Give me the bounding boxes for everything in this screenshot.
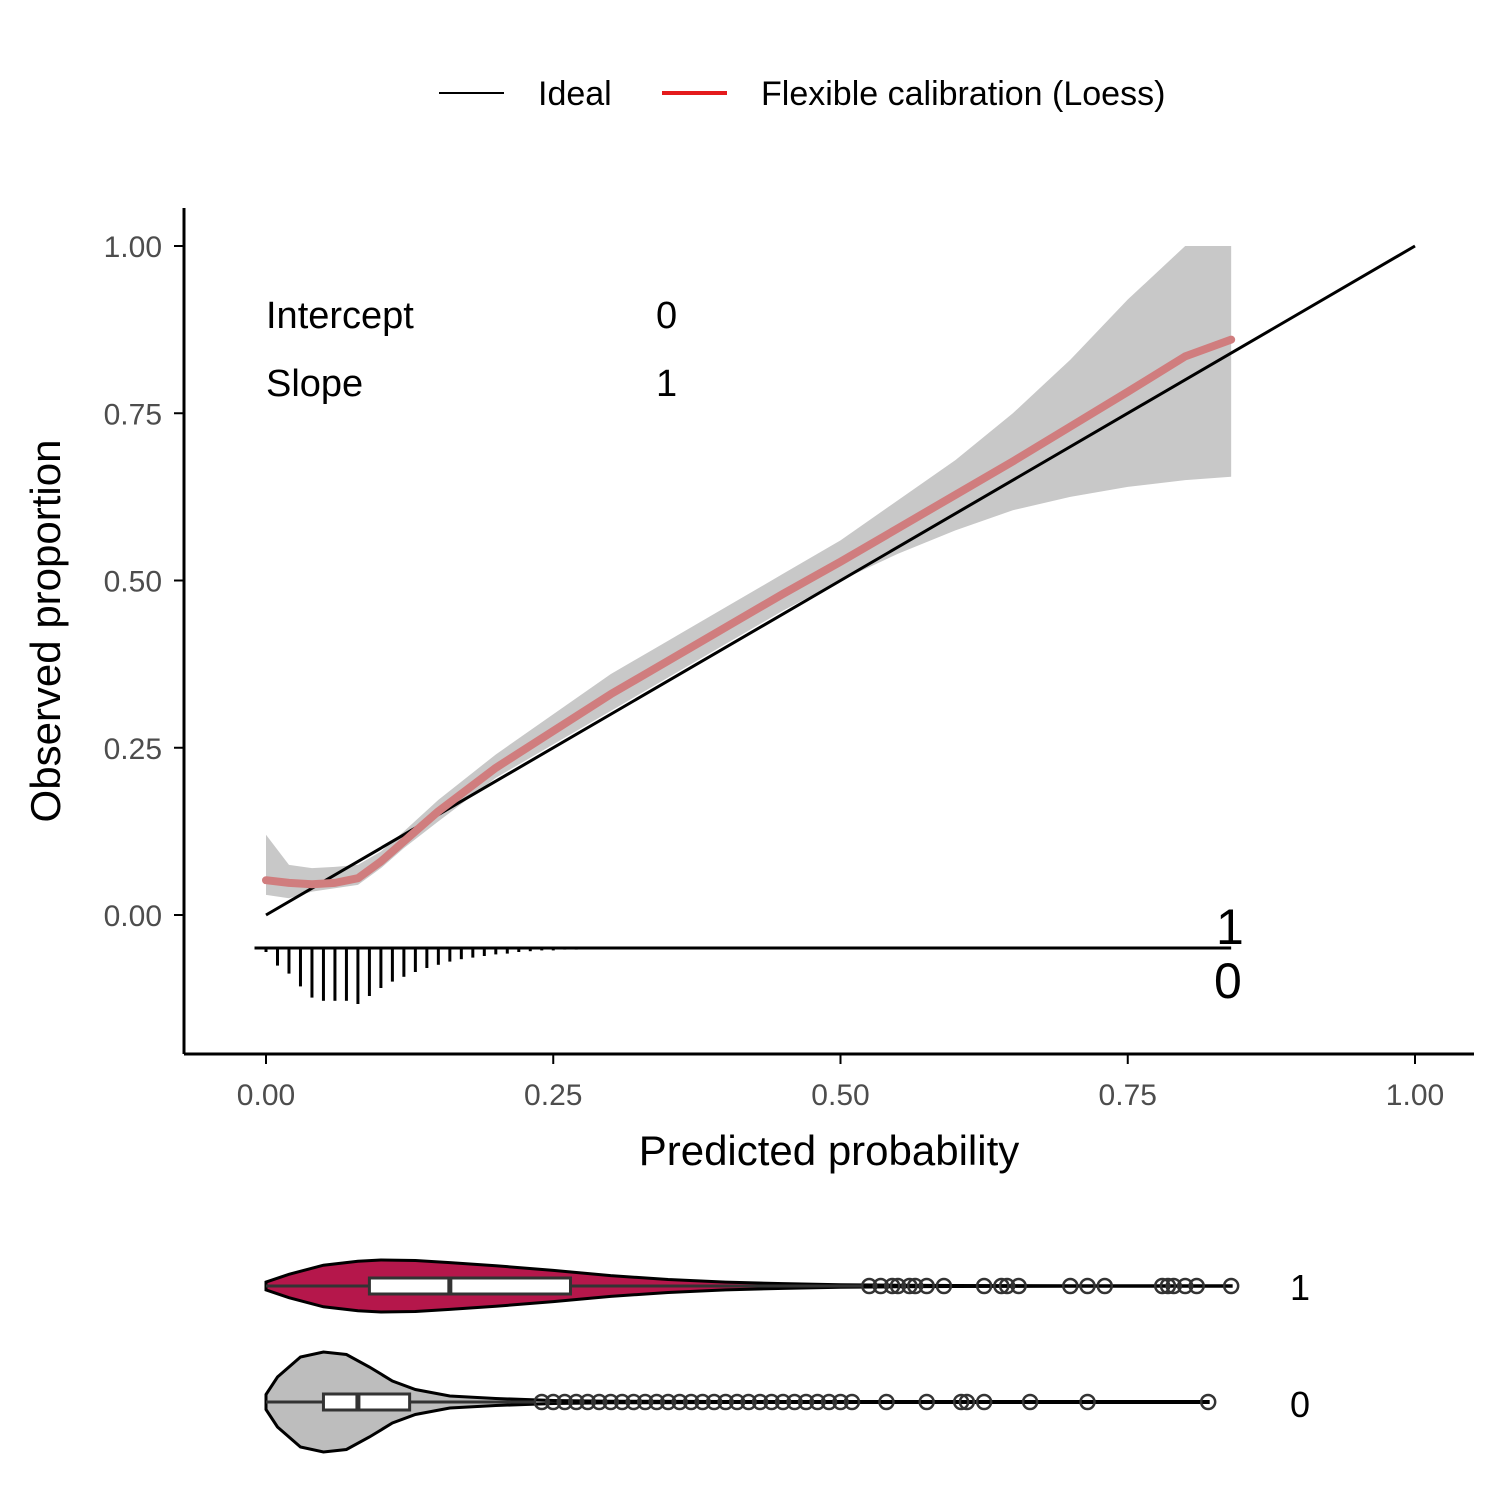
boxplot-outlier-point xyxy=(935,1277,953,1295)
boxplot-outlier-point xyxy=(648,1393,665,1411)
boxplot-outlier-point xyxy=(625,1393,642,1411)
y-tick-label: 0.75 xyxy=(104,398,162,431)
boxplot-outlier-point xyxy=(763,1393,780,1411)
boxplot-outlier-point xyxy=(998,1277,1016,1295)
boxplot-outlier-point xyxy=(786,1393,803,1411)
boxplot-outlier-point xyxy=(883,1277,901,1295)
boxplot-outlier-point xyxy=(1188,1277,1205,1295)
boxplot-outlier-point xyxy=(659,1393,677,1411)
boxplot-outlier-point xyxy=(1222,1277,1240,1295)
boxplot-outlier-point xyxy=(958,1393,976,1411)
boxplot-outlier-point xyxy=(774,1393,792,1411)
boxplot-outlier-point xyxy=(751,1393,769,1411)
boxplot-box xyxy=(367,1276,572,1296)
boxplot-outlier-point xyxy=(797,1393,815,1411)
boxplot-outlier-point xyxy=(1062,1277,1079,1295)
boxplot-outlier-point xyxy=(694,1393,711,1411)
boxplot-outlier-point xyxy=(906,1277,924,1295)
slope-value: 1 xyxy=(656,363,677,405)
boxplot-outlier-point xyxy=(1165,1277,1182,1295)
boxplot-outlier-point xyxy=(975,1277,993,1295)
boxplot-outlier-point xyxy=(705,1393,723,1411)
rug-histogram xyxy=(254,946,1232,1004)
boxplot-outlier-point xyxy=(1021,1393,1039,1411)
boxplot-outlier-point xyxy=(993,1277,1010,1295)
boxplot-outlier-point xyxy=(860,1277,878,1295)
violin-class-0 xyxy=(264,1350,1217,1454)
rug-label-outcome-1: 1 xyxy=(1216,899,1244,955)
boxplot-outlier-point xyxy=(918,1277,935,1295)
calibration-stats: Intercept 0 Slope 1 xyxy=(266,295,677,405)
violin-class-1 xyxy=(264,1258,1240,1314)
legend: Ideal Flexible calibration (Loess) xyxy=(439,75,1165,113)
boxplot-outlier-point xyxy=(613,1393,631,1411)
boxplot-outlier-point xyxy=(889,1277,907,1295)
loess-line-group xyxy=(262,335,1236,889)
boxplot-outlier-point xyxy=(602,1393,619,1411)
y-tick-label: 0.00 xyxy=(104,900,162,933)
boxplot-outlier-point xyxy=(545,1393,562,1411)
boxplot-outlier-point xyxy=(1153,1277,1171,1295)
y-axis-title: Observed proportion xyxy=(22,440,69,823)
boxplot-outlier-point xyxy=(901,1277,918,1295)
boxplot-outlier-point xyxy=(975,1393,993,1411)
violin-label-class-0: 0 xyxy=(1290,1384,1310,1425)
x-tick-label: 0.50 xyxy=(811,1079,869,1112)
boxplot-outlier-point xyxy=(1079,1393,1096,1411)
boxplot-outlier-point xyxy=(1199,1393,1217,1411)
boxplot-outlier-point xyxy=(567,1393,585,1411)
rug-label-outcome-0: 0 xyxy=(1214,953,1242,1009)
boxplot-outlier-point xyxy=(918,1393,935,1411)
violin-shape xyxy=(264,1350,1210,1454)
boxplot-outlier-point xyxy=(952,1393,970,1411)
x-axis-title: Predicted probability xyxy=(639,1127,1020,1174)
boxplot-outlier-point xyxy=(878,1393,895,1411)
x-tick-label: 0.75 xyxy=(1099,1079,1157,1112)
x-axis-ticks: 0.00 0.25 0.50 0.75 1.00 xyxy=(237,1054,1444,1112)
legend-label-loess: Flexible calibration (Loess) xyxy=(761,75,1165,113)
boxplot-outlier-point xyxy=(1159,1277,1177,1295)
boxplot-outlier-point xyxy=(590,1393,608,1411)
boxplot-outlier-point xyxy=(740,1393,757,1411)
boxplot-outlier-point xyxy=(556,1393,573,1411)
slope-label: Slope xyxy=(266,363,363,405)
boxplot-outlier-point xyxy=(1096,1277,1114,1295)
y-tick-label: 0.25 xyxy=(104,733,162,766)
confidence-band-group xyxy=(266,246,1232,899)
boxplot-outlier-point xyxy=(809,1393,826,1411)
boxplot-outlier-point xyxy=(682,1393,700,1411)
boxplot-outlier-point xyxy=(843,1393,861,1411)
axes xyxy=(182,208,1474,1056)
y-tick-label: 1.00 xyxy=(104,231,162,264)
loess-calibration-line xyxy=(262,335,1236,889)
loess-confidence-band xyxy=(266,246,1232,899)
x-tick-label: 1.00 xyxy=(1386,1079,1444,1112)
legend-label-ideal: Ideal xyxy=(538,75,612,113)
boxplot-outlier-point xyxy=(717,1393,734,1411)
boxplot-outlier-point xyxy=(1079,1277,1096,1295)
ideal-line-group xyxy=(265,244,1416,917)
x-tick-label: 0.25 xyxy=(524,1079,582,1112)
boxplot-outlier-point xyxy=(728,1393,746,1411)
boxplot-outlier-point xyxy=(1010,1277,1027,1295)
y-axis-ticks: 0.00 0.25 0.50 0.75 1.00 xyxy=(104,231,184,933)
boxplot-outlier-point xyxy=(832,1393,849,1411)
boxplot-outlier-point xyxy=(872,1277,889,1295)
boxplot-outlier-point xyxy=(636,1393,654,1411)
x-tick-label: 0.00 xyxy=(237,1079,295,1112)
boxplot-outlier-point xyxy=(820,1393,838,1411)
intercept-value: 0 xyxy=(656,295,677,337)
boxplot-outlier-point xyxy=(579,1393,596,1411)
y-tick-label: 0.50 xyxy=(104,566,162,599)
boxplot-outlier-point xyxy=(1176,1277,1194,1295)
boxplot-outlier-point xyxy=(671,1393,688,1411)
ideal-line xyxy=(265,244,1416,917)
violin-label-class-1: 1 xyxy=(1290,1267,1310,1308)
intercept-label: Intercept xyxy=(266,295,414,337)
boxplot-box xyxy=(321,1392,412,1412)
boxplot-outlier-point xyxy=(533,1393,551,1411)
